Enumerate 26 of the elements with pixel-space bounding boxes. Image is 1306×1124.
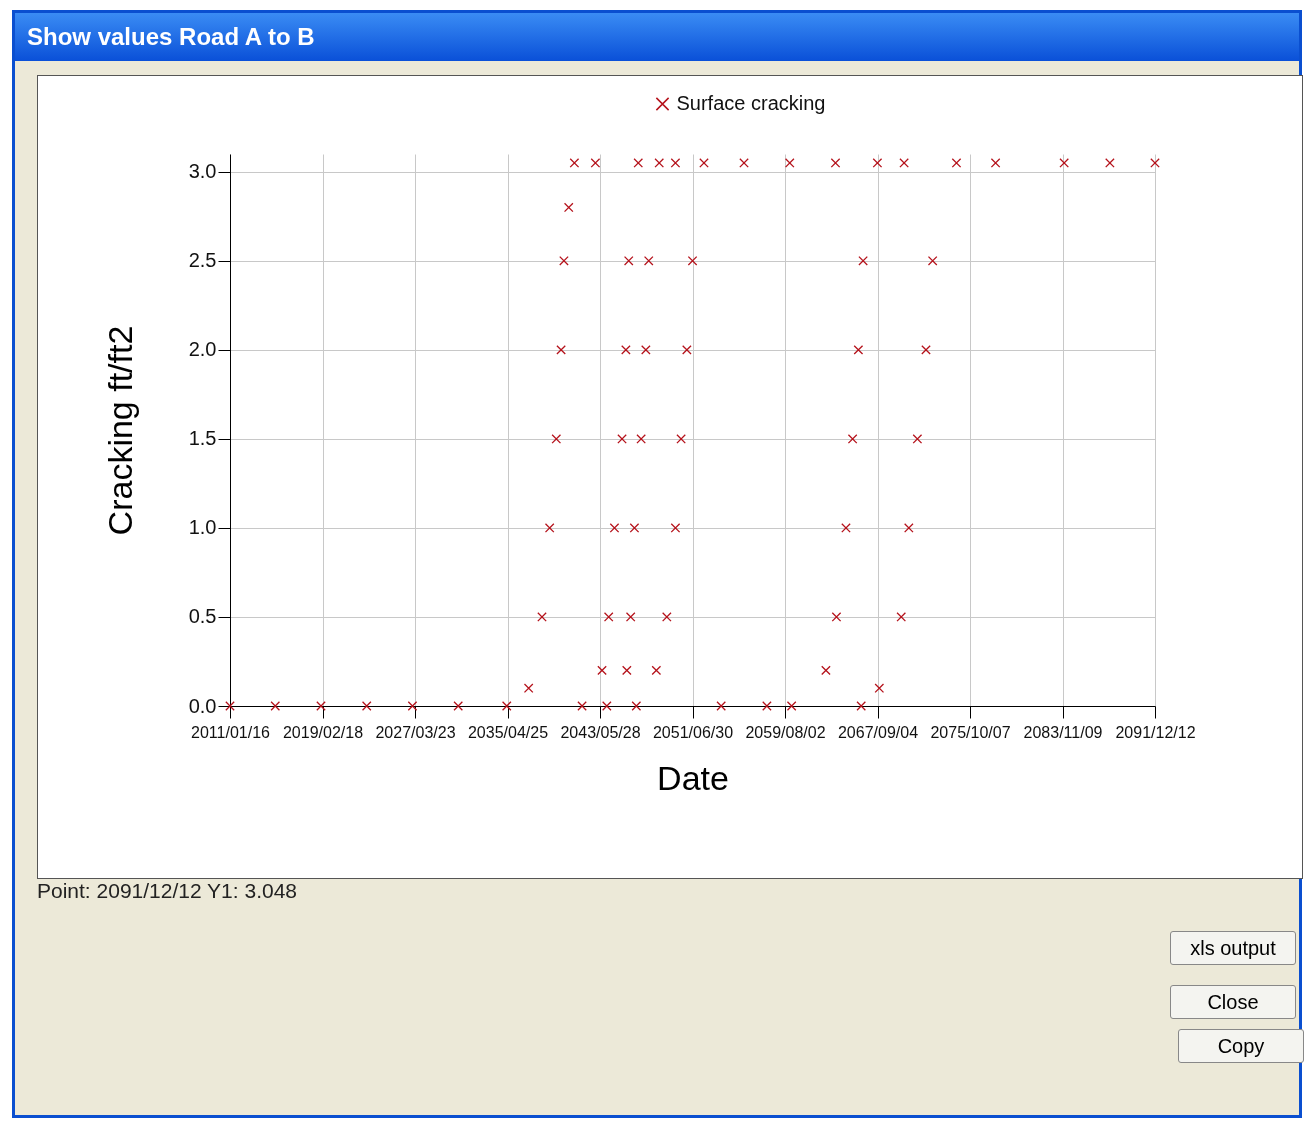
text: Copy [1178, 1029, 1304, 1063]
x-tick-label: 2019/02/18 [282, 723, 364, 741]
text: xls output [1170, 931, 1296, 965]
y-axis-title: Cracking ft/ft2 [100, 325, 139, 536]
x-tick-label: 2091/12/12 [1115, 723, 1196, 741]
x-tick-label: 2059/08/02 [745, 723, 826, 741]
chart-title: Show values Road A to B [15, 13, 1299, 61]
y-tick-label: 2.0 [188, 338, 217, 361]
legend-label: Surface cracking [676, 92, 826, 114]
y-tick-label: 1.5 [188, 427, 217, 450]
x-tick-label: 2035/04/25 [467, 723, 549, 741]
x-axis-title: Date [657, 758, 729, 797]
x-tick-label: 2027/03/23 [375, 723, 456, 741]
y-tick-label: 2.5 [188, 249, 217, 272]
x-tick-label: 2051/06/30 [652, 723, 734, 741]
x-tick-label: 2083/11/09 [1023, 723, 1103, 741]
x-tick-label: 2075/10/07 [930, 723, 1011, 741]
x-tick-label: 2043/05/28 [560, 723, 641, 741]
x-tick-label: 2011/01/16 [191, 723, 271, 741]
y-tick-label: 0.5 [188, 605, 217, 628]
y-tick-label: 1.0 [188, 516, 217, 539]
x-tick-label: 2067/09/04 [837, 723, 919, 741]
text: Close [1170, 985, 1296, 1019]
text: Point: 2091/12/12 Y1: 3.048 [37, 879, 297, 903]
y-tick-label: 0.0 [188, 694, 217, 717]
y-tick-label: 3.0 [188, 160, 217, 183]
